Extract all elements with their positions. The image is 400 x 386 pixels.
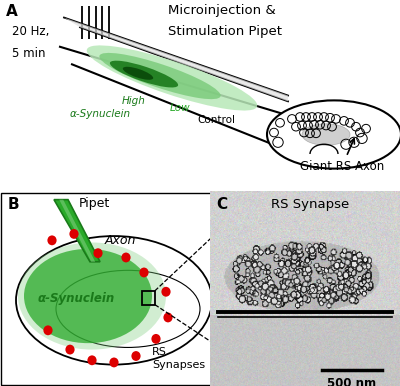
Text: High: High xyxy=(122,95,146,105)
Polygon shape xyxy=(59,200,95,262)
Text: Pipet: Pipet xyxy=(78,198,110,210)
Text: 500 nm: 500 nm xyxy=(328,377,376,386)
Ellipse shape xyxy=(18,242,166,350)
Text: Axon: Axon xyxy=(104,234,136,247)
Text: Low: Low xyxy=(170,103,190,113)
Text: B: B xyxy=(7,198,19,213)
Bar xyxy=(210,315,400,386)
Circle shape xyxy=(88,356,97,365)
Circle shape xyxy=(110,357,119,367)
Ellipse shape xyxy=(56,270,200,347)
Text: A: A xyxy=(6,4,18,19)
Text: RS: RS xyxy=(152,347,167,357)
Circle shape xyxy=(94,248,103,258)
Circle shape xyxy=(122,252,131,262)
Text: RS Synapse: RS Synapse xyxy=(271,198,349,212)
Ellipse shape xyxy=(99,53,221,99)
Text: Microinjection &: Microinjection & xyxy=(168,4,276,17)
Text: α-Synuclein: α-Synuclein xyxy=(37,292,115,305)
Text: C: C xyxy=(216,198,227,213)
Ellipse shape xyxy=(302,124,350,145)
Circle shape xyxy=(140,267,149,278)
Circle shape xyxy=(70,229,79,239)
Ellipse shape xyxy=(87,46,257,110)
Circle shape xyxy=(164,313,173,322)
Ellipse shape xyxy=(267,100,400,169)
Text: Giant RS Axon: Giant RS Axon xyxy=(300,139,384,173)
Text: Synapses: Synapses xyxy=(152,360,205,370)
Text: 20 Hz,: 20 Hz, xyxy=(12,25,49,38)
Text: α-Synuclein: α-Synuclein xyxy=(70,109,130,119)
Polygon shape xyxy=(64,17,288,102)
Circle shape xyxy=(132,351,141,361)
Circle shape xyxy=(162,287,171,297)
Polygon shape xyxy=(54,200,100,262)
Circle shape xyxy=(48,235,57,245)
Text: Stimulation Pipet: Stimulation Pipet xyxy=(168,25,282,38)
Ellipse shape xyxy=(110,61,178,88)
Ellipse shape xyxy=(24,249,152,343)
Text: Control: Control xyxy=(197,115,235,125)
Bar xyxy=(142,291,155,305)
Circle shape xyxy=(66,345,75,354)
Circle shape xyxy=(152,334,161,344)
Ellipse shape xyxy=(16,236,212,365)
Text: 5 min: 5 min xyxy=(12,47,46,60)
Ellipse shape xyxy=(123,67,153,80)
Circle shape xyxy=(44,325,53,335)
